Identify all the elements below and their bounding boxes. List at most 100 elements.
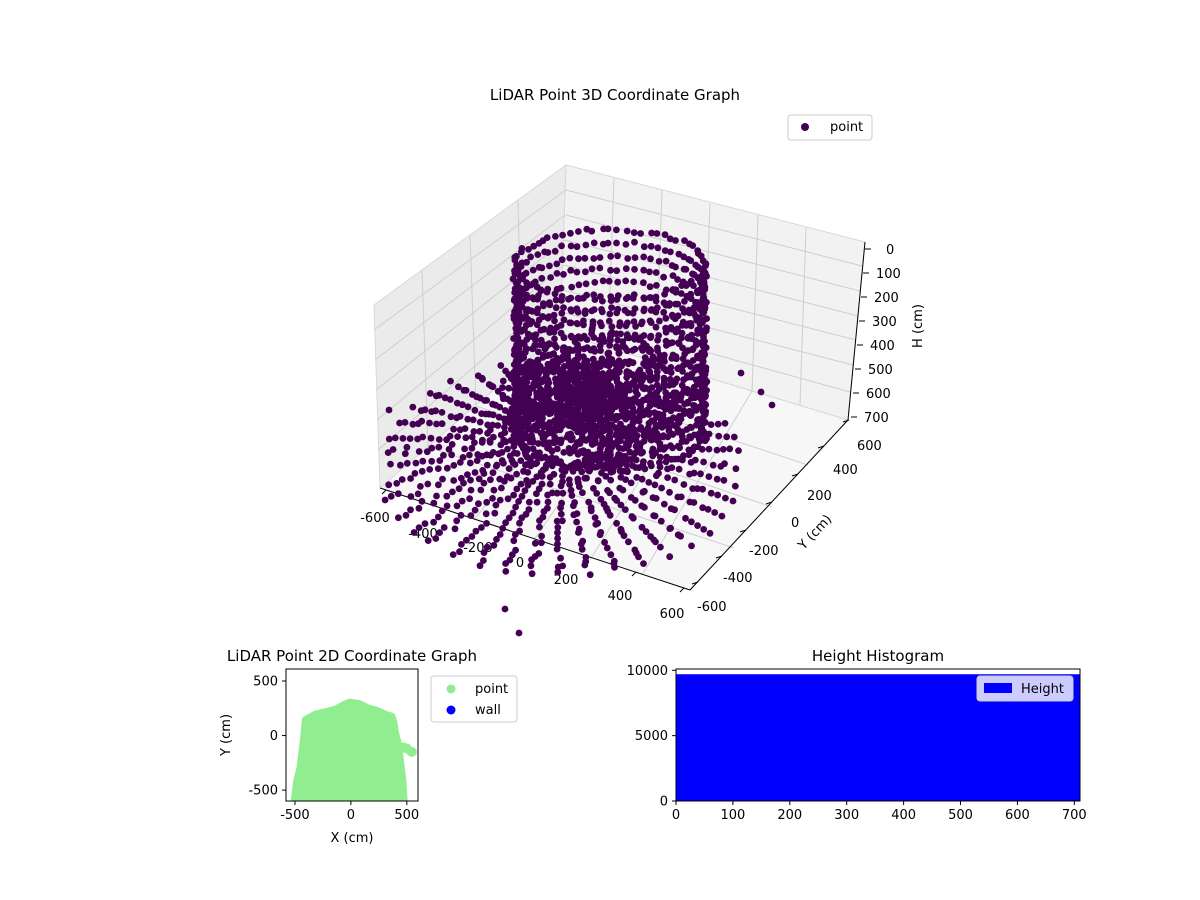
point-3d <box>466 451 473 459</box>
point-3d <box>544 285 552 293</box>
point-3d <box>476 428 484 435</box>
point-3d <box>578 545 586 553</box>
point-3d <box>645 374 653 381</box>
point-3d <box>669 444 676 452</box>
point-3d <box>447 377 454 385</box>
point-3d <box>634 375 641 383</box>
point-3d <box>569 422 577 430</box>
point-3d <box>634 399 642 407</box>
point-3d <box>690 282 697 289</box>
point-3d <box>475 475 483 483</box>
point-3d <box>690 499 698 506</box>
point-3d <box>707 489 715 497</box>
point-3d <box>573 518 580 526</box>
point-3d <box>554 524 562 531</box>
point-3d <box>529 294 536 301</box>
point-3d <box>613 226 620 234</box>
point-3d <box>719 446 727 453</box>
point-3d <box>642 362 649 370</box>
point-3d <box>549 428 557 435</box>
point-3d <box>618 362 625 370</box>
point-3d <box>606 489 613 497</box>
point-3d <box>498 484 505 492</box>
point-3d <box>640 253 648 261</box>
scatter-3d-points <box>381 225 776 637</box>
point-3d <box>664 474 671 481</box>
point-3d <box>520 467 527 475</box>
point-3d <box>549 368 557 375</box>
point-3d <box>640 427 647 435</box>
point-3d <box>512 324 520 332</box>
point-3d <box>674 428 682 436</box>
point-3d <box>653 412 660 420</box>
point-3d <box>545 387 552 395</box>
point-3d <box>714 420 722 428</box>
point-3d <box>500 436 508 444</box>
point-3d <box>447 413 455 421</box>
y-axis-label-2d: Y (cm) <box>219 714 234 757</box>
point-3d <box>537 469 545 476</box>
point-3d <box>696 437 704 445</box>
point-3d <box>652 308 660 316</box>
point-3d <box>455 383 462 391</box>
point-3d <box>669 381 677 388</box>
point-3d <box>701 283 709 291</box>
point-3d <box>528 433 536 441</box>
point-3d <box>478 524 485 531</box>
point-3d <box>524 360 531 367</box>
point-3d <box>525 246 532 253</box>
point-3d <box>401 450 409 458</box>
point-3d <box>700 428 708 436</box>
point-3d <box>544 444 551 452</box>
point-3d <box>662 314 670 322</box>
point-3d <box>518 514 526 522</box>
point-3d <box>624 319 631 327</box>
legend-label-wall: wall <box>475 703 501 718</box>
point-3d <box>597 377 605 385</box>
point-3d <box>509 509 517 517</box>
point-3d <box>474 372 482 380</box>
point-3d <box>536 523 543 531</box>
x-tick-label-2d: 500 <box>394 808 419 823</box>
point-3d <box>577 392 584 399</box>
x-tick-label-hist: 300 <box>834 808 859 823</box>
point-3d <box>534 305 542 313</box>
point-2d <box>398 742 409 753</box>
point-3d <box>687 295 695 302</box>
point-3d <box>513 470 520 478</box>
point-3d <box>607 293 615 301</box>
point-3d <box>544 491 551 499</box>
point-3d <box>412 459 420 467</box>
point-3d <box>528 570 536 578</box>
point-3d <box>557 510 565 518</box>
point-3d <box>511 295 518 303</box>
point-3d <box>464 403 472 411</box>
point-3d <box>435 481 442 489</box>
point-3d <box>538 264 546 272</box>
point-3d <box>651 481 659 489</box>
point-3d <box>483 520 490 527</box>
point-3d <box>662 324 669 332</box>
point-3d <box>603 379 610 386</box>
point-3d <box>679 355 687 363</box>
point-3d <box>625 442 632 450</box>
point-3d <box>468 533 476 540</box>
point-3d <box>529 445 537 453</box>
point-3d <box>453 502 461 510</box>
point-3d <box>436 529 443 536</box>
point-3d <box>541 345 549 353</box>
point-3d <box>426 419 433 427</box>
point-3d <box>651 362 659 370</box>
point-3d <box>657 517 665 525</box>
point-3d <box>575 428 583 436</box>
point-3d <box>399 435 407 442</box>
point-3d <box>483 461 491 469</box>
point-3d <box>515 629 523 637</box>
point-3d <box>689 485 697 492</box>
point-3d <box>591 279 599 286</box>
point-3d <box>536 517 543 524</box>
point-3d <box>464 415 472 423</box>
point-3d <box>480 549 488 556</box>
point-3d <box>623 461 630 469</box>
point-3d <box>638 523 646 531</box>
